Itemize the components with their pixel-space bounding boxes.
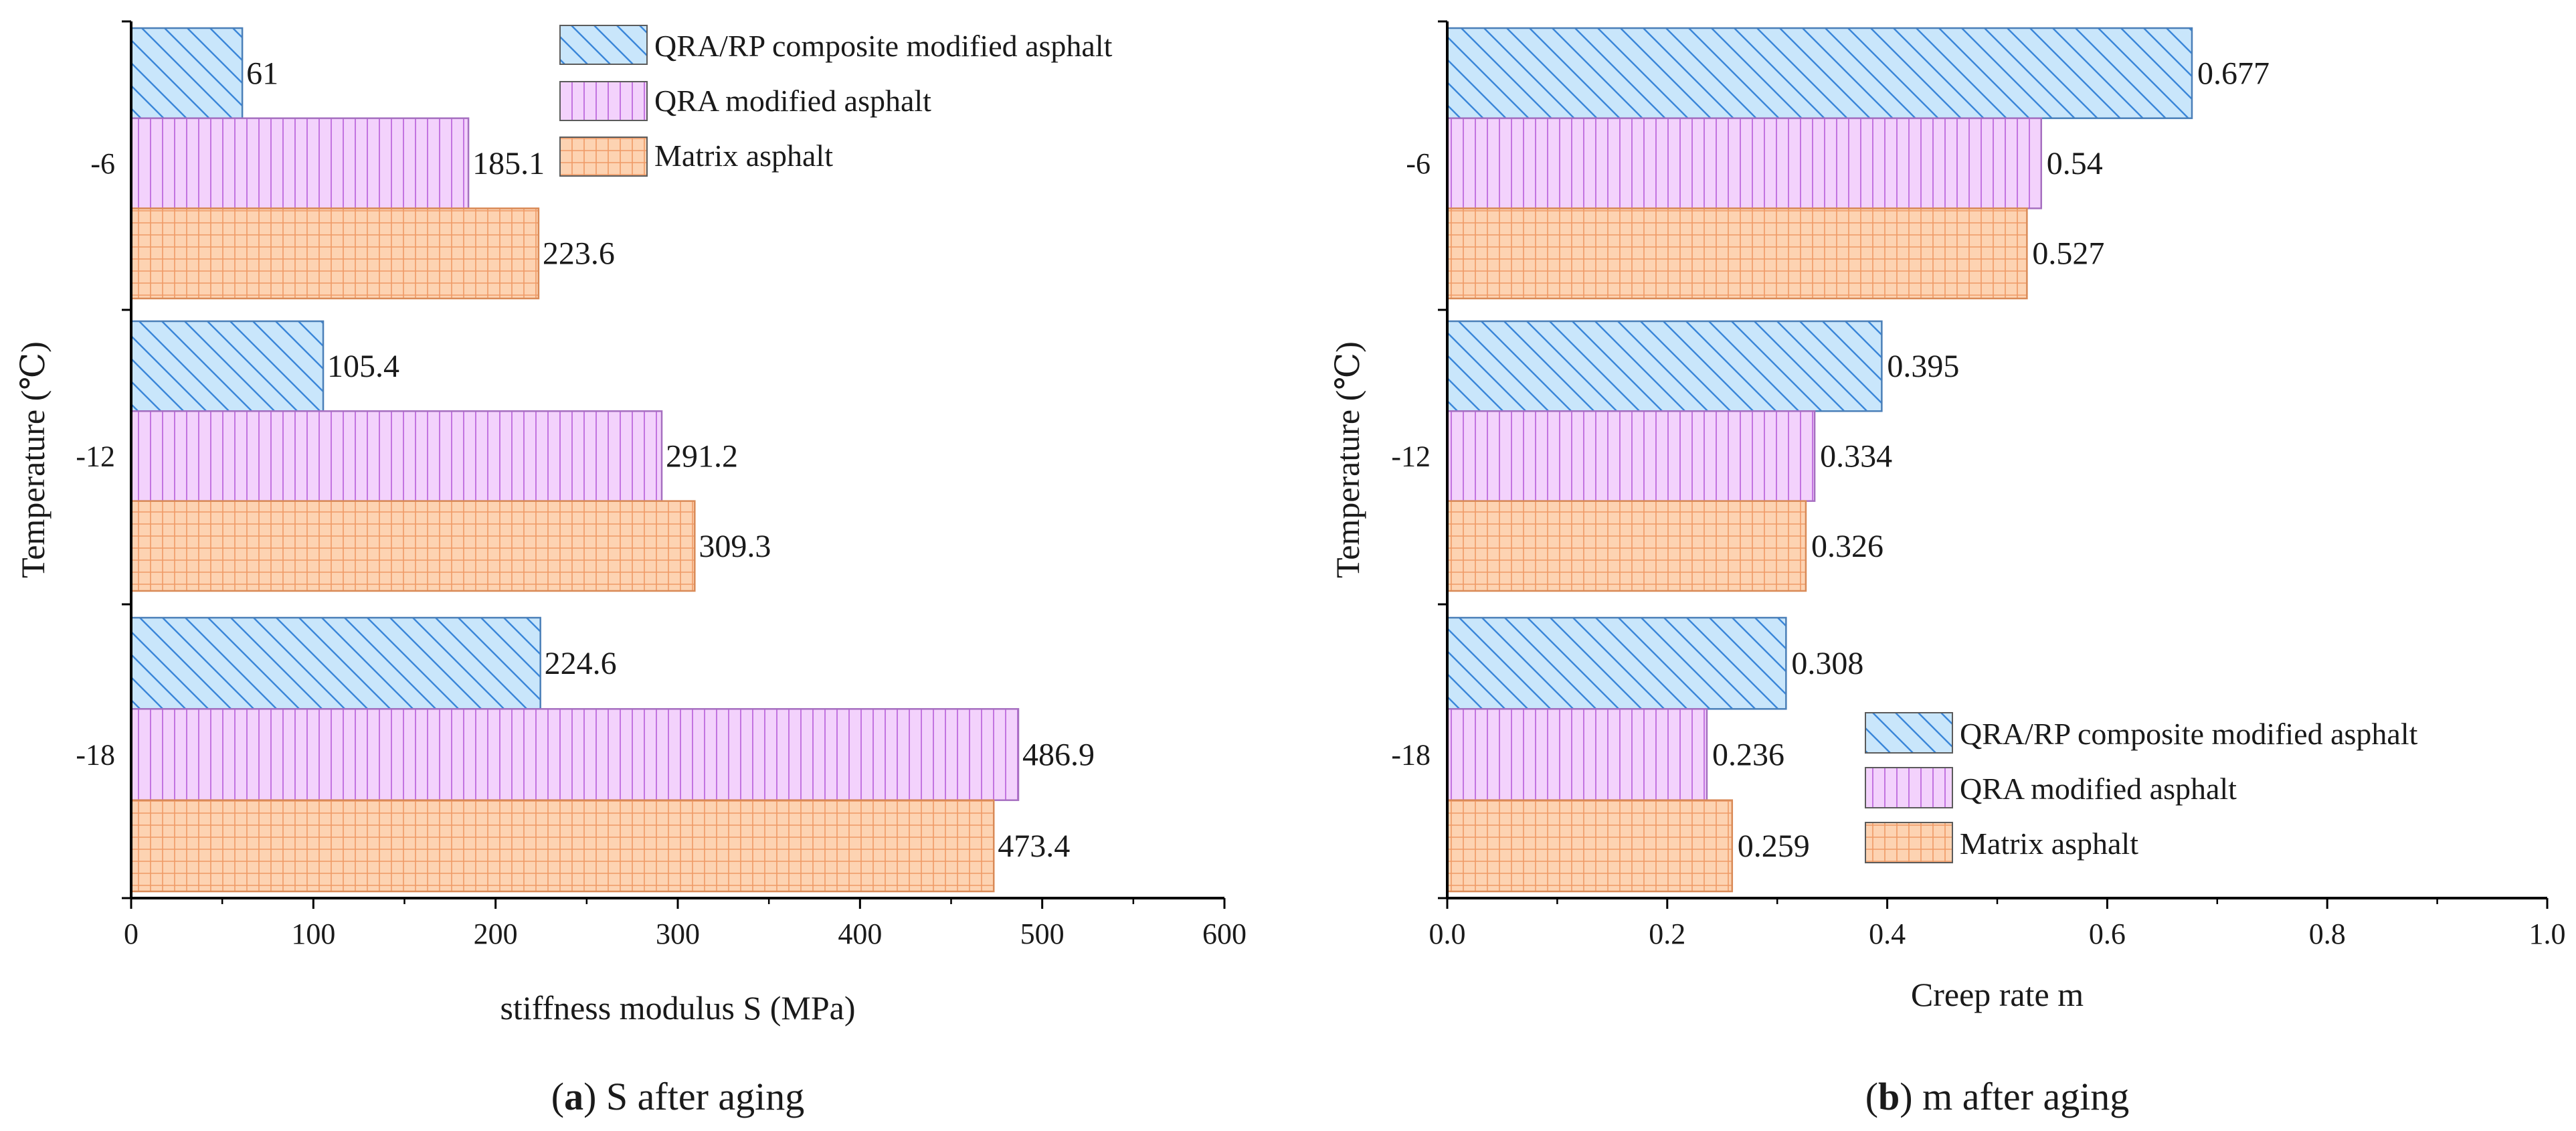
panel-b-bar-qra-minus18	[1446, 708, 1708, 801]
panel-b-bar-matrix-minus12	[1446, 500, 1807, 592]
panel-b-bar-matrix-minus6	[1446, 207, 2028, 300]
panel-b-legend-swatch-composite	[1865, 712, 1953, 754]
panel-a: -6 -12 -18 0 100 200 300 400 500 600 61 185.1 223.6…	[14, 20, 1247, 1118]
panel-a-legend-swatch-composite	[559, 25, 648, 65]
panel-a-bar-composite-minus18	[130, 616, 541, 710]
panel-a-legend-label-qra: QRA modified asphalt	[654, 84, 931, 118]
panel-b-value-label-matrix-minus18: 0.259	[1738, 829, 1810, 864]
panel-a-value-label-qra-minus12: 291.2	[666, 439, 738, 474]
panel-b-bar-composite-minus12	[1446, 320, 1883, 412]
panel-a-bar-composite-minus12	[130, 320, 325, 412]
panel-a-value-label-composite-minus18: 224.6	[545, 646, 617, 681]
panel-a-legend-label-matrix: Matrix asphalt	[654, 139, 833, 173]
panel-b-y-axis-title: Temperature (℃)	[1329, 341, 1366, 578]
panel-a-x-tick-label: 0	[124, 918, 139, 950]
panel-a-x-tick-label: 400	[838, 918, 882, 950]
panel-a-x-axis-title: stiffness modulus S (MPa)	[500, 989, 855, 1027]
panel-a-caption-text: S after aging	[596, 1075, 804, 1118]
panel-a-bar-matrix-minus6	[130, 207, 540, 300]
panel-a-bar-matrix-minus18	[130, 799, 995, 893]
panel-a-value-label-matrix-minus12: 309.3	[699, 529, 771, 564]
panel-b-value-label-composite-minus18: 0.308	[1791, 646, 1863, 681]
panel-b-x-axis-title: Creep rate m	[1911, 976, 2084, 1013]
panel-a-legend: QRA/RP composite modified asphalt QRA mo…	[559, 25, 1113, 177]
panel-b-tick-labels: -6 -12 -18 0.0 0.2 0.4 0.6 0.8 1.0	[1391, 147, 2565, 950]
panel-b-data-labels: 0.677 0.54 0.527 0.395 0.334 0.326 0.308 0.236 0…	[1712, 56, 2270, 864]
panel-b-legend-swatch-matrix	[1865, 822, 1953, 863]
panel-a-x-tick-label: 600	[1202, 918, 1247, 950]
panel-b-legend: QRA/RP composite modified asphalt QRA mo…	[1865, 712, 2418, 863]
panel-a-bar-qra-minus12	[130, 410, 663, 502]
panel-a-x-tick-label: 500	[1020, 918, 1065, 950]
panel-b-legend-label-composite: QRA/RP composite modified asphalt	[1960, 717, 2418, 751]
panel-a-y-tick-label-minus6: -6	[90, 147, 115, 180]
panel-b-x-tick-label: 0.4	[1869, 918, 1906, 950]
panel-b-ticks	[1438, 20, 2549, 909]
panel-a-legend-swatch-qra	[559, 81, 648, 121]
panel-b-bar-qra-minus6	[1446, 117, 2043, 209]
panel-a-caption: (a) S after aging	[551, 1075, 805, 1118]
panel-a-bar-qra-minus18	[130, 708, 1020, 801]
panel-b-caption-letter: b	[1878, 1075, 1900, 1118]
panel-b-bar-matrix-minus18	[1446, 799, 1734, 893]
panel-b-value-label-qra-minus18: 0.236	[1712, 737, 1784, 773]
panel-b-caption-text: m after aging	[1913, 1075, 2130, 1118]
panel-a-legend-swatch-matrix	[559, 137, 648, 177]
panel-b-bar-composite-minus6	[1446, 27, 2193, 119]
panel-a-tick-labels: -6 -12 -18 0 100 200 300 400 500 600	[76, 147, 1247, 950]
panel-a-value-label-matrix-minus18: 473.4	[998, 829, 1070, 864]
panel-b-caption-open: (	[1865, 1075, 1878, 1118]
panel-a-bar-matrix-minus12	[130, 500, 696, 592]
panel-b-value-label-qra-minus6: 0.54	[2047, 146, 2103, 181]
panel-b-x-tick-label: 0.6	[2089, 918, 2126, 950]
panel-a-value-label-matrix-minus6: 223.6	[543, 236, 615, 272]
panel-b-caption: (b) m after aging	[1865, 1075, 2130, 1118]
panel-a-y-axis-title: Temperature (℃)	[14, 341, 52, 578]
panel-a-x-tick-label: 200	[474, 918, 518, 950]
panel-b-x-tick-label: 0.2	[1649, 918, 1685, 950]
panel-b-x-tick-label: 0.0	[1429, 918, 1466, 950]
panel-b-value-label-matrix-minus6: 0.527	[2032, 236, 2104, 272]
panel-b-bars	[1446, 27, 2193, 893]
panel-a-y-tick-label-minus12: -12	[76, 440, 115, 473]
panel-b-x-tick-label: 1.0	[2529, 918, 2566, 950]
panel-b-x-tick-label: 0.8	[2309, 918, 2346, 950]
panel-b-y-tick-label-minus12: -12	[1391, 440, 1431, 473]
panel-a-caption-open: (	[551, 1075, 564, 1118]
panel-b-value-label-matrix-minus12: 0.326	[1811, 529, 1883, 564]
panel-b-bar-qra-minus12	[1446, 410, 1816, 502]
panel-a-value-label-qra-minus6: 185.1	[472, 146, 545, 181]
panel-b-value-label-composite-minus6: 0.677	[2197, 56, 2270, 91]
panel-a-bar-composite-minus6	[130, 27, 244, 119]
panel-b-legend-swatch-qra	[1865, 767, 1953, 808]
panel-a-value-label-qra-minus18: 486.9	[1022, 737, 1095, 773]
panel-b: -6 -12 -18 0.0 0.2 0.4 0.6 0.8 1.0 0.677 0.54 0.52…	[1329, 20, 2566, 1118]
panel-a-value-label-composite-minus12: 105.4	[327, 349, 399, 384]
panel-b-y-tick-label-minus6: -6	[1406, 147, 1431, 180]
panel-a-x-tick-label: 300	[656, 918, 700, 950]
panel-a-value-label-composite-minus6: 61	[246, 56, 278, 91]
panel-b-value-label-qra-minus12: 0.334	[1820, 439, 1892, 474]
panel-a-data-labels: 61 185.1 223.6 105.4 291.2 309.3 224.6 486.9 473…	[246, 56, 1095, 864]
panel-a-bars	[130, 27, 1020, 893]
panel-b-y-tick-label-minus18: -18	[1391, 739, 1431, 772]
panel-a-x-tick-label: 100	[291, 918, 335, 950]
panel-b-bar-composite-minus18	[1446, 616, 1787, 710]
panel-a-legend-label-composite: QRA/RP composite modified asphalt	[654, 29, 1113, 63]
panel-a-caption-letter: a	[564, 1075, 583, 1118]
panel-a-caption-close: )	[583, 1075, 596, 1118]
panel-b-legend-label-matrix: Matrix asphalt	[1960, 826, 2138, 861]
panel-a-ticks	[122, 20, 1226, 909]
panel-a-y-tick-label-minus18: -18	[76, 739, 115, 772]
panel-b-caption-close: )	[1900, 1075, 1912, 1118]
panel-b-legend-label-qra: QRA modified asphalt	[1960, 772, 2237, 806]
panel-b-value-label-composite-minus12: 0.395	[1887, 349, 1959, 384]
panel-a-bar-qra-minus6	[130, 117, 470, 209]
